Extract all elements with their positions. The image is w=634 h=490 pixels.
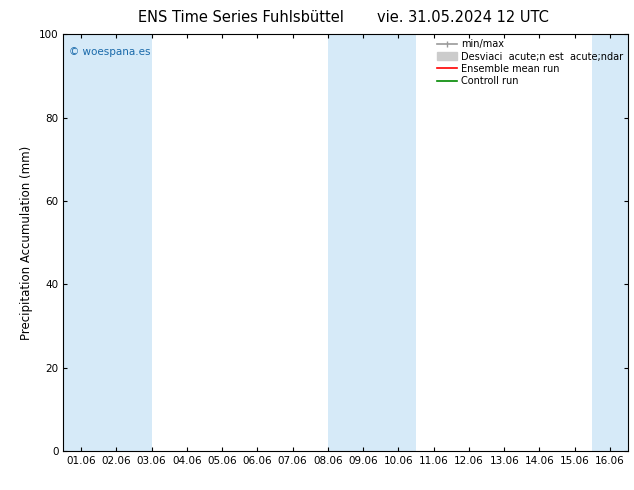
Bar [328,34,416,451]
Y-axis label: Precipitation Accumulation (mm): Precipitation Accumulation (mm) [20,146,34,340]
Text: © woespana.es: © woespana.es [69,47,150,57]
Text: vie. 31.05.2024 12 UTC: vie. 31.05.2024 12 UTC [377,10,549,25]
Bar [592,34,628,451]
Legend: min/max, Desviaci  acute;n est  acute;ndar, Ensemble mean run, Controll run: min/max, Desviaci acute;n est acute;ndar… [434,36,626,89]
Text: ENS Time Series Fuhlsbüttel: ENS Time Series Fuhlsbüttel [138,10,344,25]
Bar [63,34,152,451]
